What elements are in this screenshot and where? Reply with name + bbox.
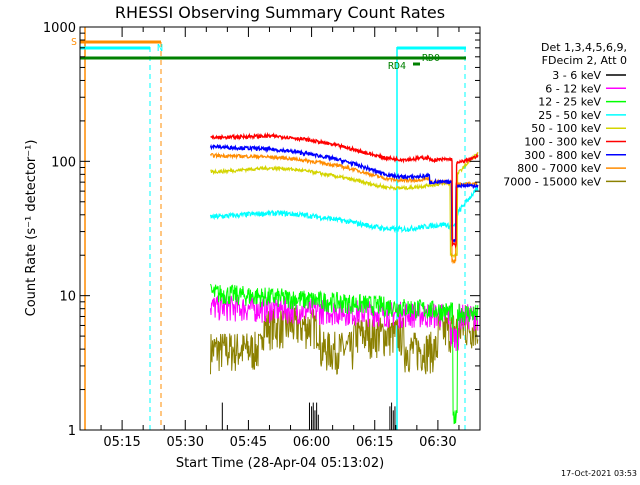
footer-date: 17-Oct-2021 03:53 [561,469,637,478]
legend: Det 1,3,4,5,6,9,FDecim 2, Att 0 3 - 6 keV… [503,41,627,188]
y-axis-ticks: 1 10 100 1000 [43,21,480,439]
x-tick-label: 06:15 [356,435,393,450]
legend-entry-label: 6 - 12 keV [545,82,601,95]
legend-header-line: FDecim 2, Att 0 [542,54,627,67]
flag-rd0: RD0 [422,53,440,64]
legend-entry-label: 100 - 300 keV [524,136,601,149]
y-axis-label: Count Rate (s⁻¹ detector⁻¹) [24,140,39,317]
y-tick-label: 10 [59,290,76,305]
series-100-300-kev-line [210,131,479,249]
flag-n: N [157,43,163,54]
series-50-100-kev-line [210,151,479,259]
series-7000-15000-kev-line [210,306,479,375]
legend-entry-label: 12 - 25 keV [538,96,601,109]
legend-entry-label: 300 - 800 keV [524,149,601,162]
flag-rd4: RD4 [388,61,406,72]
legend-entry-label: 7000 - 15000 keV [503,175,601,188]
legend-entry-label: 800 - 7000 keV [517,162,601,175]
y-tick-label: 1 [68,424,76,439]
x-axis-ticks: 05:15 05:30 05:45 06:00 06:15 06:30 [100,27,460,450]
legend-entry-label: 50 - 100 keV [531,122,601,135]
x-tick-label: 06:30 [419,435,456,450]
plot-frame [79,26,481,431]
legend-entry-label: 25 - 50 keV [538,109,601,122]
chart-title: RHESSI Observing Summary Count Rates [115,3,445,22]
x-tick-label: 05:30 [167,435,204,450]
flag-s: S [71,37,77,48]
x-tick-label: 05:15 [103,435,140,450]
legend-header-line: Det 1,3,4,5,6,9, [541,41,627,54]
x-tick-label: 05:45 [230,435,267,450]
y-tick-label: 1000 [43,21,76,36]
legend-entry-label: 3 - 6 keV [552,69,601,82]
series-300-800-kev-line [209,143,479,244]
plot-area: S N RD0 RD4 [71,27,479,430]
x-tick-label: 06:00 [293,435,330,450]
y-tick-label: 100 [51,155,76,170]
series-12-25-kev-line [210,283,479,425]
series-25-50-kev-line [209,185,479,234]
x-axis-label: Start Time (28-Apr-04 05:13:02) [176,456,384,471]
